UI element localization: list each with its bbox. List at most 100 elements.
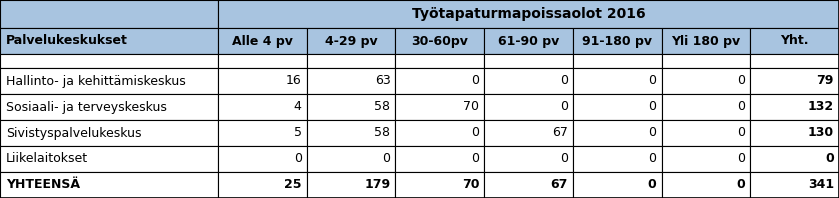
Text: Hallinto- ja kehittämiskeskus: Hallinto- ja kehittämiskeskus <box>6 74 185 88</box>
Text: 63: 63 <box>375 74 390 88</box>
Text: 4: 4 <box>294 101 302 113</box>
Bar <box>218 68 307 94</box>
Text: 341: 341 <box>808 179 834 191</box>
Text: 30-60pv: 30-60pv <box>411 34 468 48</box>
Text: 0: 0 <box>649 74 657 88</box>
Text: 0: 0 <box>649 152 657 166</box>
Bar <box>484 54 573 68</box>
Text: Yht.: Yht. <box>780 34 809 48</box>
Bar <box>307 68 395 94</box>
Bar <box>573 172 662 198</box>
Text: 0: 0 <box>826 152 834 166</box>
Text: 0: 0 <box>383 152 390 166</box>
Bar <box>750 120 839 146</box>
Bar <box>307 146 395 172</box>
Bar <box>573 54 662 68</box>
Bar <box>0 94 218 120</box>
Bar <box>307 28 395 54</box>
Bar <box>573 120 662 146</box>
Text: Palvelukeskukset: Palvelukeskukset <box>6 34 128 48</box>
Bar <box>218 0 839 28</box>
Bar <box>0 54 218 68</box>
Bar <box>750 94 839 120</box>
Bar <box>750 28 839 54</box>
Bar <box>395 54 484 68</box>
Text: 0: 0 <box>649 127 657 140</box>
Text: 91-180 pv: 91-180 pv <box>582 34 652 48</box>
Text: 67: 67 <box>552 127 568 140</box>
Text: Sosiaali- ja terveyskeskus: Sosiaali- ja terveyskeskus <box>6 101 167 113</box>
Bar <box>395 68 484 94</box>
Bar <box>750 54 839 68</box>
Bar <box>0 0 218 28</box>
Text: Työtapaturmapoissaolot 2016: Työtapaturmapoissaolot 2016 <box>412 7 645 21</box>
Text: Liikelaitokset: Liikelaitokset <box>6 152 88 166</box>
Text: 0: 0 <box>737 74 745 88</box>
Bar <box>218 120 307 146</box>
Text: 70: 70 <box>463 101 479 113</box>
Bar <box>0 68 218 94</box>
Text: 0: 0 <box>737 127 745 140</box>
Bar <box>662 28 750 54</box>
Text: 0: 0 <box>472 152 479 166</box>
Text: 67: 67 <box>550 179 568 191</box>
Bar <box>662 120 750 146</box>
Text: 25: 25 <box>284 179 302 191</box>
Text: 0: 0 <box>472 74 479 88</box>
Text: 5: 5 <box>294 127 302 140</box>
Bar <box>395 94 484 120</box>
Text: 16: 16 <box>286 74 302 88</box>
Text: 0: 0 <box>560 74 568 88</box>
Text: 0: 0 <box>649 101 657 113</box>
Text: Sivistyspalvelukeskus: Sivistyspalvelukeskus <box>6 127 142 140</box>
Bar <box>750 146 839 172</box>
Bar <box>484 28 573 54</box>
Bar <box>0 28 218 54</box>
Bar <box>662 172 750 198</box>
Text: 79: 79 <box>816 74 834 88</box>
Bar <box>573 28 662 54</box>
Text: 0: 0 <box>560 152 568 166</box>
Bar <box>395 146 484 172</box>
Bar <box>218 172 307 198</box>
Bar <box>307 94 395 120</box>
Text: 0: 0 <box>294 152 302 166</box>
Bar <box>218 54 307 68</box>
Bar <box>395 28 484 54</box>
Bar <box>218 146 307 172</box>
Bar <box>662 68 750 94</box>
Bar <box>484 120 573 146</box>
Text: 0: 0 <box>472 127 479 140</box>
Text: 0: 0 <box>737 152 745 166</box>
Text: 58: 58 <box>374 127 390 140</box>
Text: 61-90 pv: 61-90 pv <box>498 34 559 48</box>
Bar <box>573 68 662 94</box>
Bar <box>750 68 839 94</box>
Bar <box>218 94 307 120</box>
Text: 0: 0 <box>648 179 657 191</box>
Bar <box>395 172 484 198</box>
Text: YHTEENSÄ: YHTEENSÄ <box>6 179 81 191</box>
Bar <box>662 146 750 172</box>
Text: 179: 179 <box>364 179 390 191</box>
Bar <box>0 172 218 198</box>
Bar <box>395 120 484 146</box>
Text: 0: 0 <box>737 179 745 191</box>
Text: 70: 70 <box>461 179 479 191</box>
Bar <box>750 172 839 198</box>
Bar <box>484 146 573 172</box>
Text: 4-29 pv: 4-29 pv <box>325 34 378 48</box>
Bar <box>484 172 573 198</box>
Bar <box>307 172 395 198</box>
Text: 0: 0 <box>737 101 745 113</box>
Bar <box>662 94 750 120</box>
Text: 130: 130 <box>808 127 834 140</box>
Text: 0: 0 <box>560 101 568 113</box>
Bar <box>218 28 307 54</box>
Text: Alle 4 pv: Alle 4 pv <box>232 34 293 48</box>
Bar <box>573 146 662 172</box>
Text: 132: 132 <box>808 101 834 113</box>
Bar <box>573 94 662 120</box>
Bar <box>0 120 218 146</box>
Bar <box>307 120 395 146</box>
